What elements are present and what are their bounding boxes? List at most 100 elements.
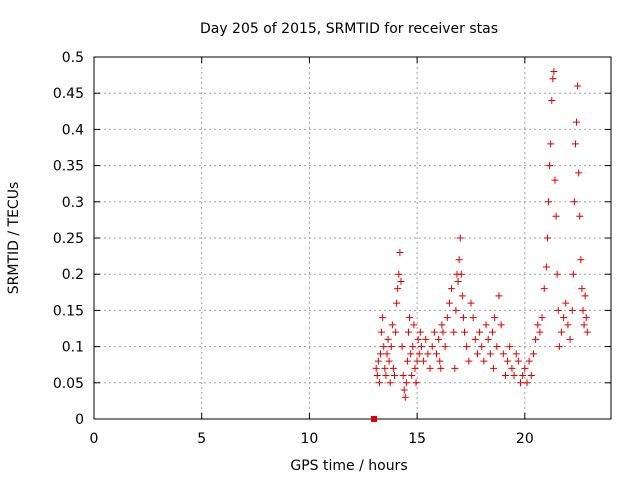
data-point <box>510 372 518 380</box>
data-point <box>408 372 416 380</box>
y-tick-label: 0.35 <box>53 159 84 175</box>
data-point <box>491 314 499 322</box>
data-point <box>534 321 542 329</box>
data-point <box>372 364 380 372</box>
x-tick-label: 5 <box>197 431 206 447</box>
data-point <box>407 350 415 358</box>
grid-lines <box>94 57 611 419</box>
data-point <box>413 357 421 365</box>
data-point <box>445 299 453 307</box>
y-tick-label: 0.3 <box>62 195 84 211</box>
data-point <box>409 343 417 351</box>
data-point <box>484 335 492 343</box>
data-points <box>371 67 591 422</box>
data-point <box>546 162 554 170</box>
data-point <box>394 285 402 293</box>
data-point <box>433 350 441 358</box>
data-point <box>576 212 584 220</box>
data-point <box>391 372 399 380</box>
x-tick-label: 20 <box>516 431 534 447</box>
data-point <box>373 372 381 380</box>
data-point <box>451 364 459 372</box>
data-point <box>395 270 403 278</box>
y-tick-label: 0.4 <box>62 122 84 138</box>
data-point <box>519 372 527 380</box>
data-point <box>490 364 498 372</box>
data-point <box>577 256 585 264</box>
data-point <box>385 357 393 365</box>
data-point <box>399 372 407 380</box>
data-point <box>514 357 522 365</box>
data-point <box>406 314 414 322</box>
data-point <box>562 299 570 307</box>
data-point <box>557 328 565 336</box>
data-point <box>422 335 430 343</box>
data-point <box>465 357 473 365</box>
data-point <box>411 364 419 372</box>
x-axis-label: GPS time / hours <box>290 458 407 474</box>
data-point <box>389 364 397 372</box>
x-tick-label: 15 <box>408 431 426 447</box>
data-point <box>579 306 587 314</box>
data-point <box>523 379 531 387</box>
axis-ticks: 0 0.05 0.1 0.15 0.2 0.25 0.3 0.35 0.4 0.45 0.5 0 5 10… <box>53 50 611 447</box>
data-point <box>450 328 458 336</box>
data-point <box>393 299 401 307</box>
data-point <box>388 321 396 329</box>
y-axis-label: SRMTID / TECUs <box>6 182 22 295</box>
data-point <box>441 343 449 351</box>
data-point <box>574 82 582 90</box>
data-point <box>374 357 382 365</box>
data-point <box>540 285 548 293</box>
data-point <box>495 292 503 300</box>
data-point <box>400 386 408 394</box>
data-point <box>416 328 424 336</box>
data-point <box>583 328 591 336</box>
data-point <box>538 314 546 322</box>
data-point <box>547 140 555 148</box>
data-point <box>499 350 507 358</box>
data-point <box>517 379 525 387</box>
data-point <box>486 350 494 358</box>
data-point <box>568 306 576 314</box>
data-point <box>424 350 432 358</box>
data-point <box>415 350 423 358</box>
data-point <box>403 357 411 365</box>
data-point <box>536 328 544 336</box>
data-point <box>414 335 422 343</box>
y-tick-label: 0.05 <box>53 376 84 392</box>
data-point <box>471 335 479 343</box>
zero-point-marker <box>371 416 378 422</box>
data-point <box>405 328 413 336</box>
data-point <box>377 350 385 358</box>
data-point <box>382 372 390 380</box>
data-point <box>383 350 391 358</box>
data-point <box>480 357 488 365</box>
data-point <box>545 198 553 206</box>
data-point <box>412 379 420 387</box>
data-point <box>580 321 588 329</box>
data-point <box>501 372 509 380</box>
data-point <box>426 364 434 372</box>
data-point <box>473 350 481 358</box>
data-point <box>582 314 590 322</box>
data-point <box>551 176 559 184</box>
data-point <box>554 306 562 314</box>
data-point <box>560 314 568 322</box>
y-tick-label: 0.25 <box>53 231 84 247</box>
data-point <box>396 248 404 256</box>
data-point <box>525 357 533 365</box>
data-point <box>410 321 418 329</box>
data-point <box>566 335 574 343</box>
data-point <box>401 393 409 401</box>
data-point <box>570 198 578 206</box>
data-point <box>508 364 516 372</box>
data-point <box>455 256 463 264</box>
data-point <box>569 270 577 278</box>
data-point <box>398 343 406 351</box>
data-point <box>497 321 505 329</box>
data-point <box>386 379 394 387</box>
data-point <box>397 277 405 285</box>
data-point <box>387 343 395 351</box>
x-tick-label: 0 <box>90 431 99 447</box>
